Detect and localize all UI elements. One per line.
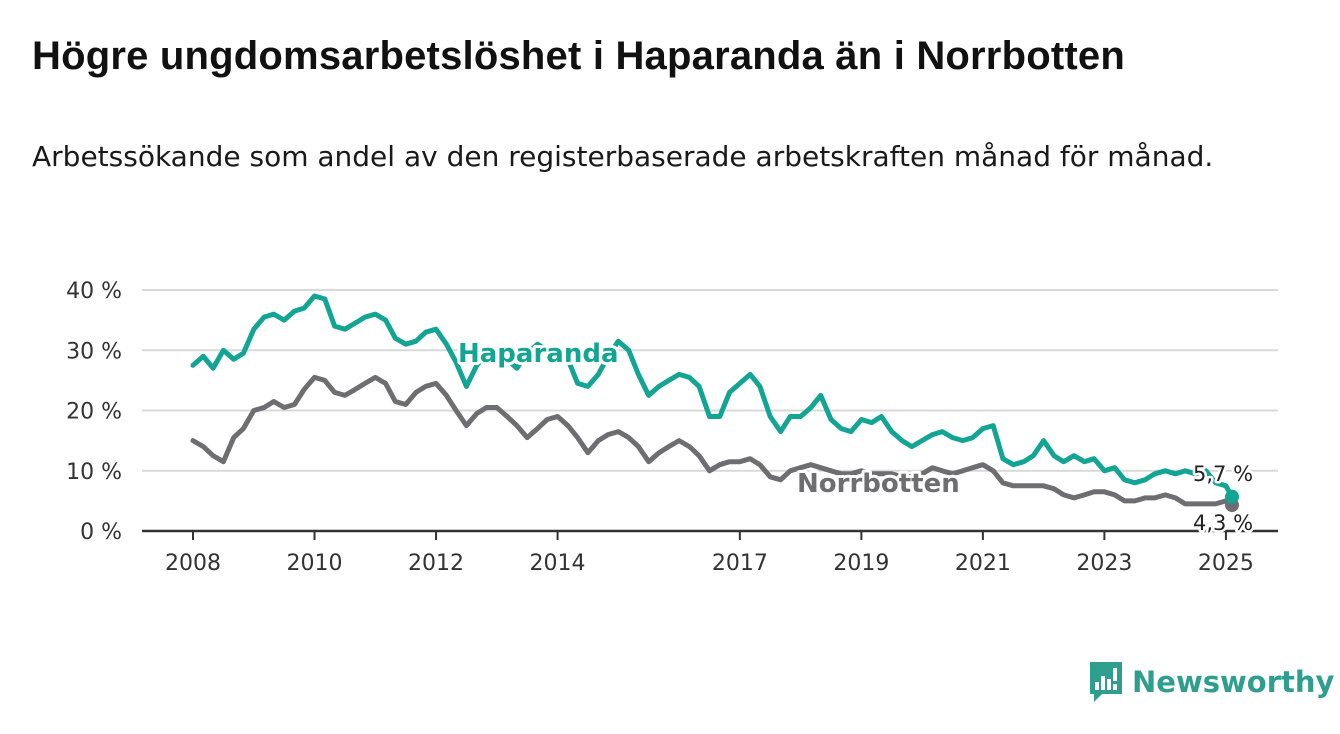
series-end-point-haparanda: [1225, 489, 1239, 504]
series-line-haparanda: [190, 293, 1235, 500]
x-tick-label: 2012: [408, 551, 464, 576]
x-tick-label: 2025: [1198, 551, 1254, 576]
series-labels: Haparanda Norrbotten 5,7 % 4,3 %: [455, 336, 1256, 538]
end-label-norrbotten: 4,3 %: [1193, 511, 1253, 535]
x-tick-label: 2017: [712, 551, 768, 576]
y-tick-label: 10 %: [66, 460, 122, 485]
series-label-haparanda: Haparanda: [458, 339, 619, 369]
chart-title: Högre ungdomsarbetslöshet i Haparanda än…: [32, 34, 1125, 78]
x-tick-label: 2010: [287, 551, 343, 576]
y-tick-label: 30 %: [66, 339, 122, 364]
newsworthy-bar-chart-icon: [1090, 662, 1122, 702]
x-tick-label: 2023: [1076, 551, 1132, 576]
brand-name: Newsworthy: [1132, 665, 1335, 699]
series-lines: [190, 293, 1239, 513]
x-tick-label: 2021: [955, 551, 1011, 576]
newsworthy-logo[interactable]: Newsworthy: [1088, 660, 1334, 704]
y-tick-label: 20 %: [66, 400, 122, 425]
series-label-norrbotten: Norrbotten: [797, 469, 960, 499]
y-tick-label: 0 %: [80, 520, 122, 545]
y-axis-ticks: 0 % 10 % 20 % 30 % 40 %: [66, 279, 122, 545]
y-tick-label: 40 %: [66, 279, 122, 304]
x-axis-ticks: 2008 2010 2012 2014 2017 2019 2021 2023 2025: [165, 531, 1254, 576]
series-line-norrbotten: [190, 374, 1235, 508]
end-label-haparanda: 5,7 %: [1193, 462, 1253, 486]
x-tick-label: 2014: [530, 551, 586, 576]
chart-subtitle: Arbetssökande som andel av den registerb…: [32, 140, 1214, 173]
x-tick-label: 2008: [165, 551, 221, 576]
x-tick-label: 2019: [833, 551, 889, 576]
